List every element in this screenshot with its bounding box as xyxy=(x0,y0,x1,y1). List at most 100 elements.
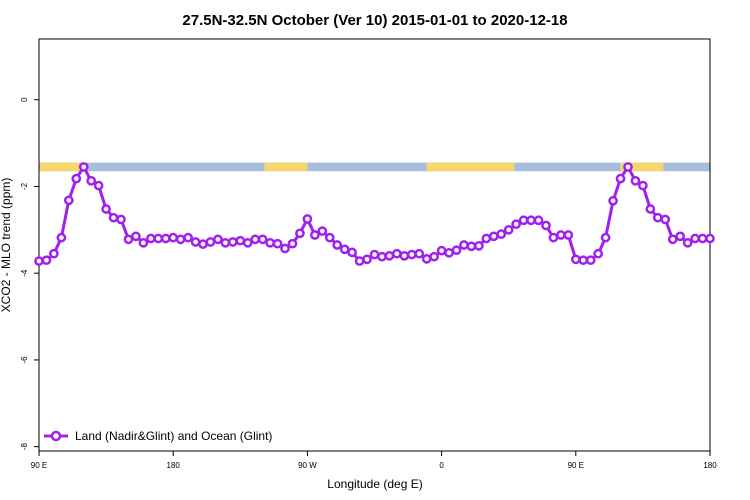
y-tick-label: 0 xyxy=(20,97,29,102)
data-point xyxy=(585,255,596,266)
data-point xyxy=(705,233,715,244)
data-point xyxy=(310,230,320,240)
data-point xyxy=(488,231,499,242)
data-point xyxy=(63,195,74,206)
x-tick-label: 90 E xyxy=(568,461,584,470)
plot-frame xyxy=(38,38,711,452)
data-point xyxy=(347,247,357,258)
data-point xyxy=(660,214,671,225)
chart-title: 27.5N-32.5N October (Ver 10) 2015-01-01 … xyxy=(182,12,567,29)
data-point xyxy=(414,248,425,259)
data-point xyxy=(287,238,298,249)
data-point xyxy=(690,233,700,244)
data-point xyxy=(131,231,141,242)
land-segment xyxy=(264,162,308,172)
data-point xyxy=(183,232,193,243)
x-tick-label: 90 E xyxy=(31,461,47,470)
data-point xyxy=(242,237,253,248)
data-point xyxy=(697,233,708,244)
data-point xyxy=(541,220,551,231)
data-point xyxy=(503,224,514,235)
data-point xyxy=(429,251,439,262)
data-point xyxy=(41,255,52,266)
data-point xyxy=(339,244,350,255)
data-point xyxy=(496,229,507,240)
data-point xyxy=(556,230,566,240)
data-point xyxy=(436,245,447,256)
data-point xyxy=(600,232,611,243)
y-tick-label: -8 xyxy=(20,443,29,451)
data-point xyxy=(421,254,432,264)
data-point xyxy=(354,256,365,266)
data-point xyxy=(34,256,44,266)
data-point xyxy=(280,243,290,254)
data-point xyxy=(160,233,171,244)
data-point xyxy=(175,234,186,245)
data-point xyxy=(213,234,223,245)
x-axis: 90 E 180 90 W 0 90 E 180 xyxy=(31,451,717,470)
data-point xyxy=(570,254,581,265)
data-point xyxy=(362,254,372,265)
data-point xyxy=(392,248,402,259)
land-ocean-band xyxy=(39,162,710,172)
land-segment xyxy=(426,162,515,172)
data-point xyxy=(56,232,67,243)
data-point xyxy=(563,230,574,240)
data-point xyxy=(302,214,313,224)
y-tick-label: -2 xyxy=(20,182,29,190)
data-point xyxy=(86,175,97,186)
x-tick-label: 180 xyxy=(703,461,717,470)
data-point xyxy=(257,234,268,245)
data-point xyxy=(168,232,179,243)
data-point xyxy=(481,233,492,244)
legend: Land (Nadir&Glint) and Ocean (Glint) xyxy=(44,429,272,443)
data-point xyxy=(220,237,231,248)
series-line xyxy=(38,165,710,263)
x-axis-label: Longitude (deg E) xyxy=(327,477,422,491)
data-point xyxy=(645,204,656,214)
data-point xyxy=(615,173,626,184)
data-point xyxy=(518,215,529,226)
data-point xyxy=(444,247,454,258)
data-point xyxy=(78,162,89,172)
land-segment xyxy=(39,162,86,172)
data-point xyxy=(638,180,648,191)
data-point xyxy=(623,162,633,172)
data-point xyxy=(459,240,469,250)
x-tick-label: 180 xyxy=(167,461,181,470)
data-point xyxy=(324,232,335,243)
data-point xyxy=(384,250,395,261)
x-tick-label: 0 xyxy=(439,461,444,470)
data-point xyxy=(250,234,261,245)
data-point xyxy=(451,245,462,256)
series-layer xyxy=(34,162,715,266)
data-point xyxy=(227,237,238,247)
data-point xyxy=(474,241,484,251)
data-point xyxy=(593,248,604,259)
data-point xyxy=(153,233,164,244)
data-point xyxy=(93,180,104,191)
data-point xyxy=(652,212,663,223)
y-axis: 0 -2 -4 -6 -8 xyxy=(20,97,39,450)
data-point xyxy=(138,237,149,248)
data-point xyxy=(667,234,678,245)
x-tick-label: 90 W xyxy=(298,461,317,470)
ocean-band xyxy=(39,162,710,172)
data-point xyxy=(49,248,59,259)
data-point xyxy=(101,204,111,214)
data-point xyxy=(369,249,380,260)
data-point xyxy=(511,219,522,230)
data-point xyxy=(71,173,82,184)
data-point xyxy=(123,234,134,245)
data-point xyxy=(578,255,589,266)
data-point xyxy=(198,239,208,249)
legend-label: Land (Nadir&Glint) and Ocean (Glint) xyxy=(75,429,272,443)
y-tick-label: -6 xyxy=(20,356,29,364)
data-point xyxy=(295,228,305,239)
land-segment xyxy=(620,162,664,172)
data-point xyxy=(682,237,693,248)
data-point xyxy=(675,231,686,242)
data-point xyxy=(205,237,216,247)
data-point xyxy=(108,212,119,223)
